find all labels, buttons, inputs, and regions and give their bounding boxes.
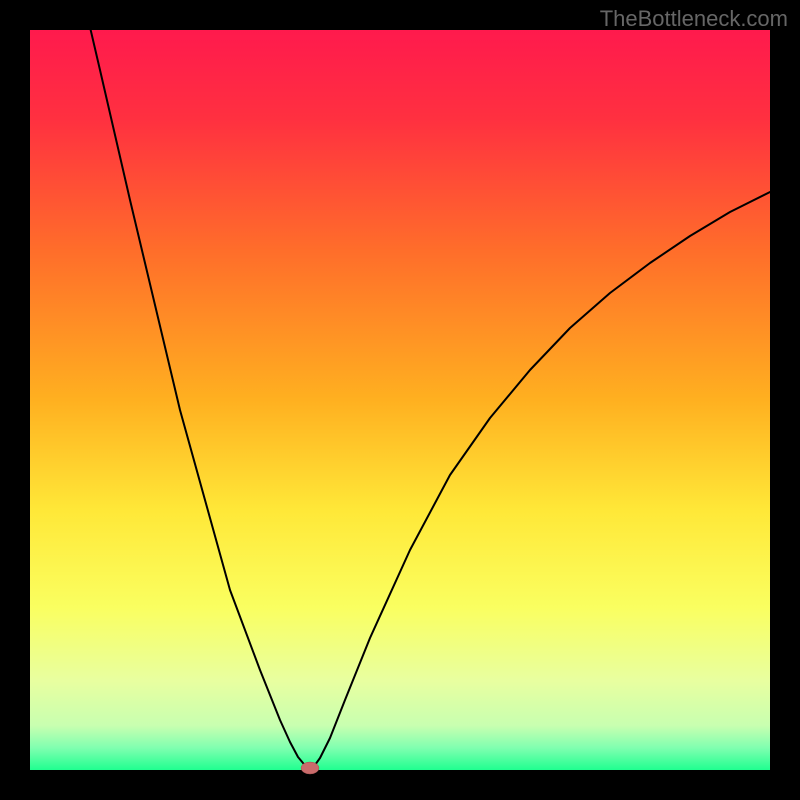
watermark-text: TheBottleneck.com <box>600 6 788 32</box>
chart-container: TheBottleneck.com <box>0 0 800 800</box>
minimum-marker <box>301 762 319 774</box>
bottleneck-chart <box>0 0 800 800</box>
plot-background <box>30 30 770 770</box>
